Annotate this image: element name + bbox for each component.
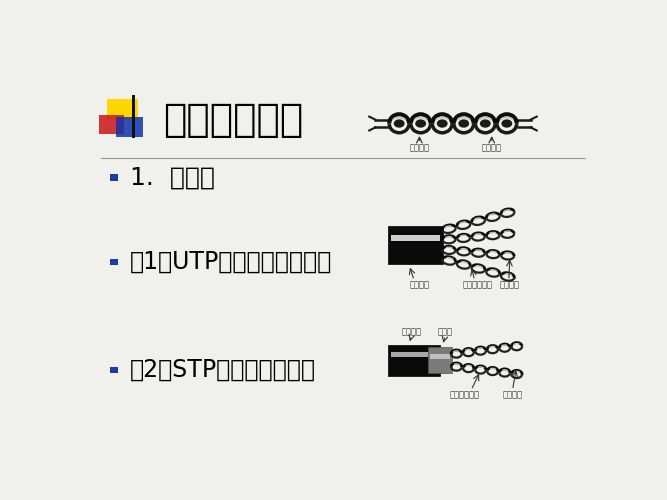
Text: 铜芯导体: 铜芯导体 bbox=[502, 390, 522, 400]
Bar bbox=[110, 174, 118, 180]
Bar bbox=[391, 235, 440, 241]
Text: 色码维缘外皮: 色码维缘外皮 bbox=[450, 390, 480, 400]
Ellipse shape bbox=[458, 120, 469, 128]
Text: 二、传输介质: 二、传输介质 bbox=[163, 100, 303, 138]
Bar bbox=[391, 352, 438, 357]
Ellipse shape bbox=[437, 120, 448, 128]
Bar bbox=[110, 367, 118, 373]
Bar bbox=[133, 95, 135, 138]
Text: 塑料纱套: 塑料纱套 bbox=[402, 327, 422, 336]
FancyBboxPatch shape bbox=[388, 345, 440, 376]
Text: （1）UTP（非屏蔽双绞线）: （1）UTP（非屏蔽双绞线） bbox=[130, 250, 332, 274]
Bar bbox=[99, 116, 123, 134]
Text: 绣缘外皮: 绣缘外皮 bbox=[410, 144, 430, 152]
Text: 铜芯导体: 铜芯导体 bbox=[500, 280, 520, 289]
Text: 1.  双绞线: 1. 双绞线 bbox=[130, 166, 215, 190]
Bar bbox=[430, 354, 450, 359]
Bar bbox=[428, 347, 452, 374]
Text: 铜芯导体: 铜芯导体 bbox=[482, 144, 502, 152]
Ellipse shape bbox=[480, 120, 491, 128]
Ellipse shape bbox=[394, 120, 405, 128]
Bar bbox=[116, 117, 143, 137]
FancyBboxPatch shape bbox=[388, 226, 443, 264]
Text: 屏蔽层: 屏蔽层 bbox=[438, 327, 453, 336]
Bar bbox=[110, 259, 118, 265]
Ellipse shape bbox=[502, 120, 512, 128]
Text: 色码维缘外皮: 色码维缘外皮 bbox=[463, 280, 493, 289]
Ellipse shape bbox=[416, 120, 426, 128]
Text: 塑料护套: 塑料护套 bbox=[410, 280, 430, 289]
Bar bbox=[107, 98, 137, 119]
Text: （2）STP（屏蔽双绞线）: （2）STP（屏蔽双绞线） bbox=[130, 358, 316, 382]
